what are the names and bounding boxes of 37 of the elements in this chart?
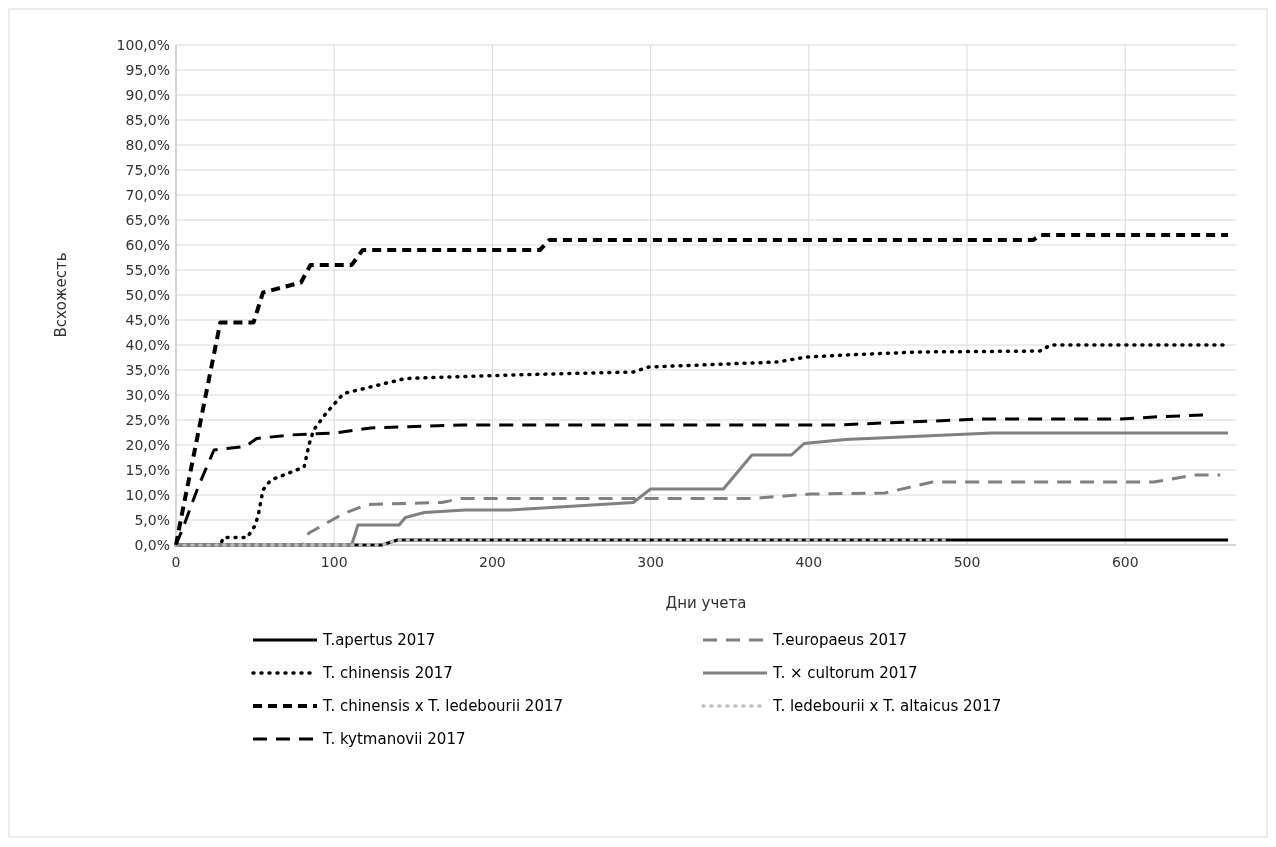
y-tick-label: 100,0% [116, 36, 170, 53]
y-axis-title: Всхожесть [52, 252, 70, 338]
y-tick-label: 55,0% [125, 261, 170, 278]
y-tick-label: 95,0% [125, 61, 170, 78]
legend-label: T. ledebourii x T. altaicus 2017 [772, 697, 1002, 716]
y-tick-label: 60,0% [125, 236, 170, 253]
x-tick-label: 600 [1111, 554, 1139, 570]
y-tick-label: 45,0% [125, 311, 170, 328]
x-tick-label: 500 [953, 554, 981, 570]
y-tick-label: 5,0% [134, 511, 170, 528]
y-tick-label: 75,0% [125, 161, 170, 178]
y-tick-label: 90,0% [125, 86, 170, 103]
legend-label: T.apertus 2017 [322, 631, 436, 650]
y-tick-label: 20,0% [125, 436, 170, 453]
y-tick-label: 85,0% [125, 111, 170, 128]
legend-label: T. chinensis x T. ledebourii 2017 [322, 697, 564, 716]
x-tick-label: 300 [637, 554, 664, 570]
y-tick-label: 15,0% [125, 461, 170, 478]
x-tick-label: 100 [320, 554, 348, 570]
y-tick-label: 30,0% [125, 386, 170, 403]
y-tick-label: 65,0% [125, 211, 170, 228]
y-tick-label: 35,0% [125, 361, 170, 378]
x-tick-label: 400 [795, 554, 823, 570]
legend-label: T.europaeus 2017 [772, 631, 908, 650]
y-tick-label: 25,0% [125, 411, 170, 428]
legend-label: T. kytmanovii 2017 [322, 730, 466, 749]
y-tick-label: 40,0% [125, 336, 170, 353]
x-axis-title: Дни учета [665, 594, 747, 612]
y-tick-label: 70,0% [125, 186, 170, 203]
y-tick-label: 10,0% [125, 486, 170, 503]
legend-label: T. chinensis 2017 [322, 664, 453, 683]
y-tick-label: 80,0% [125, 136, 170, 153]
x-tick-label: 0 [171, 554, 181, 570]
x-tick-label: 200 [479, 554, 506, 570]
y-tick-label: 50,0% [125, 286, 170, 303]
y-tick-label: 0,0% [134, 536, 170, 553]
legend-label: T. × cultorum 2017 [772, 664, 918, 683]
